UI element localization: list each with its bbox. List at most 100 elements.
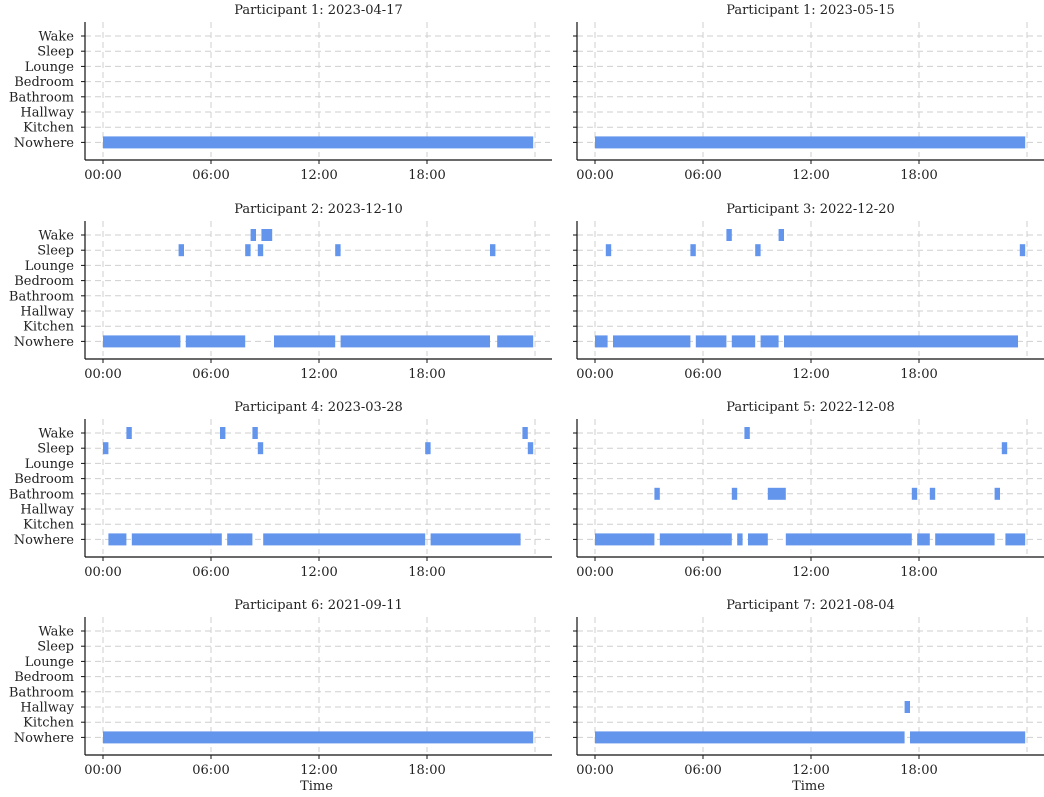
timeline-segment bbox=[527, 442, 534, 455]
chart-panel: Participant 7: 2021-08-04 00:00 06:00 12:00… bbox=[573, 598, 1044, 794]
panel-title: Participant 1: 2023-04-17 bbox=[234, 3, 403, 18]
y-tick-label: Bedroom bbox=[14, 75, 74, 90]
x-tick-label: 12:00 bbox=[792, 168, 829, 183]
timeline-segment bbox=[252, 427, 258, 439]
timeline-segment bbox=[1001, 442, 1008, 455]
timeline-segment bbox=[935, 533, 995, 546]
timeline-segment bbox=[904, 701, 910, 713]
y-tick-label: Sleep bbox=[37, 640, 74, 655]
timeline-segment bbox=[767, 487, 786, 500]
chart-panel: Participant 5: 2022-12-08 00:00 06:00 12:00… bbox=[573, 400, 1044, 580]
timeline-segment bbox=[755, 244, 761, 257]
x-tick-label: 18:00 bbox=[408, 367, 445, 382]
timeline-segment bbox=[778, 229, 784, 241]
x-tick-label: 12:00 bbox=[792, 763, 829, 778]
timeline-segment bbox=[261, 229, 273, 241]
x-tick-label: 06:00 bbox=[192, 763, 229, 778]
timeline-segment bbox=[595, 335, 608, 348]
x-tick-label: 12:00 bbox=[300, 565, 337, 580]
x-tick-label: 18:00 bbox=[900, 367, 937, 382]
timeline-segment bbox=[522, 427, 528, 439]
x-tick-label: 06:00 bbox=[192, 565, 229, 580]
timeline-segment bbox=[103, 136, 534, 149]
timeline-segment bbox=[910, 731, 1026, 744]
timeline-segment bbox=[430, 533, 521, 546]
x-tick-label: 18:00 bbox=[408, 168, 445, 183]
x-tick-label: 06:00 bbox=[684, 168, 721, 183]
y-tick-label: Hallway bbox=[20, 701, 74, 716]
panel-title: Participant 7: 2021-08-04 bbox=[726, 598, 895, 613]
y-tick-label: Sleep bbox=[37, 244, 74, 259]
x-tick-label: 06:00 bbox=[684, 565, 721, 580]
y-tick-label: Hallway bbox=[20, 305, 74, 320]
y-tick-label: Bedroom bbox=[14, 670, 74, 685]
y-tick-label: Bathroom bbox=[9, 685, 74, 700]
x-tick-label: 12:00 bbox=[300, 168, 337, 183]
y-tick-label: Bathroom bbox=[9, 487, 74, 502]
timeline-segment bbox=[690, 244, 696, 257]
chart-panel: Participant 1: 2023-04-17 WakeSleepLounge… bbox=[9, 3, 552, 183]
panel-title: Participant 5: 2022-12-08 bbox=[726, 400, 895, 415]
x-tick-label: 18:00 bbox=[408, 763, 445, 778]
timeline-segment bbox=[340, 335, 490, 348]
panel-title: Participant 6: 2021-09-11 bbox=[234, 598, 403, 613]
timeline-segment bbox=[227, 533, 253, 546]
x-tick-label: 18:00 bbox=[900, 168, 937, 183]
timeline-segment bbox=[263, 533, 426, 546]
y-tick-label: Wake bbox=[38, 427, 74, 442]
y-tick-label: Wake bbox=[38, 30, 74, 45]
x-tick-label: 18:00 bbox=[900, 763, 937, 778]
y-tick-label: Nowhere bbox=[14, 335, 75, 350]
chart-panel: Participant 2: 2023-12-10 WakeSleepLounge… bbox=[9, 202, 552, 382]
x-axis-label: Time bbox=[792, 779, 825, 792]
x-tick-label: 18:00 bbox=[408, 565, 445, 580]
y-tick-label: Lounge bbox=[25, 259, 75, 274]
timeline-segment bbox=[994, 487, 1000, 500]
y-tick-label: Bathroom bbox=[9, 90, 74, 105]
x-tick-label: 12:00 bbox=[792, 565, 829, 580]
y-tick-label: Kitchen bbox=[23, 121, 74, 136]
x-tick-label: 00:00 bbox=[84, 168, 121, 183]
x-tick-label: 00:00 bbox=[576, 763, 613, 778]
y-tick-label: Kitchen bbox=[23, 716, 74, 731]
timeline-segment bbox=[220, 427, 226, 439]
y-tick-label: Nowhere bbox=[14, 136, 75, 151]
chart-panel: Participant 6: 2021-09-11 WakeSleepLounge… bbox=[9, 598, 552, 794]
x-tick-label: 06:00 bbox=[192, 367, 229, 382]
timeline-segment bbox=[595, 533, 655, 546]
x-axis-label: Time bbox=[300, 779, 333, 792]
timeline-segment bbox=[126, 427, 132, 439]
panel-title: Participant 1: 2023-05-15 bbox=[726, 3, 895, 18]
x-tick-label: 18:00 bbox=[900, 565, 937, 580]
timeline-segment bbox=[103, 442, 109, 455]
timeline-segment bbox=[257, 442, 264, 455]
y-tick-label: Nowhere bbox=[14, 731, 75, 746]
timeline-segment bbox=[917, 533, 930, 546]
y-tick-label: Bedroom bbox=[14, 274, 74, 289]
chart-panel: Participant 4: 2023-03-28 WakeSleepLounge… bbox=[9, 400, 552, 580]
y-tick-label: Kitchen bbox=[23, 320, 74, 335]
timeline-segment bbox=[497, 335, 534, 348]
timeline-segment bbox=[245, 244, 251, 257]
panel-title: Participant 3: 2022-12-20 bbox=[726, 202, 895, 217]
y-tick-label: Lounge bbox=[25, 655, 75, 670]
timeline-segment bbox=[744, 427, 750, 439]
timeline-segment bbox=[274, 335, 336, 348]
x-tick-label: 12:00 bbox=[300, 367, 337, 382]
timeline-segment bbox=[911, 487, 918, 500]
x-tick-label: 00:00 bbox=[84, 565, 121, 580]
timeline-segment bbox=[103, 731, 534, 744]
timeline-segment bbox=[726, 229, 732, 241]
timeline-segment bbox=[731, 335, 756, 348]
timeline-segment bbox=[595, 136, 1026, 149]
y-tick-label: Lounge bbox=[25, 60, 75, 75]
timeline-segment bbox=[654, 487, 660, 500]
timeline-segment bbox=[695, 335, 727, 348]
y-tick-label: Bedroom bbox=[14, 472, 74, 487]
x-tick-label: 12:00 bbox=[300, 763, 337, 778]
timeline-segment bbox=[257, 244, 264, 257]
y-tick-label: Hallway bbox=[20, 503, 74, 518]
timeline-segment bbox=[1019, 244, 1026, 257]
x-tick-label: 06:00 bbox=[684, 367, 721, 382]
